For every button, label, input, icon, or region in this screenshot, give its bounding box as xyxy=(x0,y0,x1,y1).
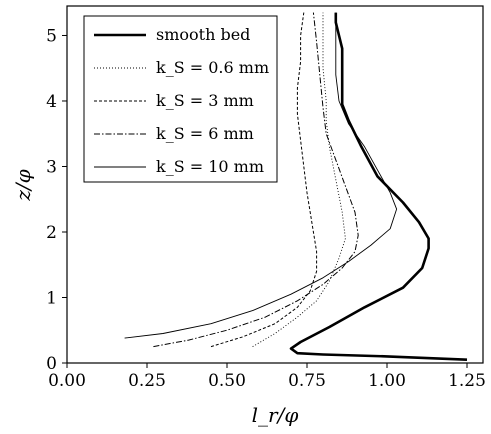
legend-label-1: k_S = 0.6 mm xyxy=(156,58,269,77)
series-line-1 xyxy=(252,12,346,347)
x-tick-label: 0.50 xyxy=(208,371,246,391)
x-tick-label: 1.00 xyxy=(368,371,406,391)
y-tick-label: 0 xyxy=(46,354,57,374)
series-layer xyxy=(124,12,468,361)
y-tick-label: 4 xyxy=(46,92,57,112)
x-ticks: 0.00 0.25 0.50 0.75 1.00 1.25 xyxy=(48,363,486,391)
legend-items: smooth bed k_S = 0.6 mm k_S = 3 mm k_S = 6 … xyxy=(94,25,269,176)
legend-box xyxy=(83,15,278,183)
x-tick-label: 1.25 xyxy=(448,371,486,391)
series-line-0 xyxy=(289,12,468,361)
y-tick-label: 1 xyxy=(46,288,57,308)
legend-label-2: k_S = 3 mm xyxy=(156,91,254,110)
series-line-2 xyxy=(210,12,318,348)
y-tick-label: 3 xyxy=(46,157,57,177)
series-line-3 xyxy=(153,12,359,348)
legend-label-0: smooth bed xyxy=(156,25,250,44)
series-line-4 xyxy=(124,12,398,339)
y-tick-label: 5 xyxy=(46,26,57,46)
x-tick-label: 0.25 xyxy=(128,371,166,391)
plot-frame xyxy=(66,5,484,364)
y-tick-label: 2 xyxy=(46,223,57,243)
legend-label-3: k_S = 6 mm xyxy=(156,124,254,143)
x-tick-label: 0.00 xyxy=(48,371,86,391)
x-tick-label: 0.75 xyxy=(288,371,326,391)
y-ticks: 0 1 2 3 4 5 xyxy=(46,26,67,374)
y-axis-label: z/φ xyxy=(11,169,35,201)
legend: smooth bed k_S = 0.6 mm k_S = 3 mm k_S = 6 … xyxy=(83,15,278,183)
legend-label-4: k_S = 10 mm xyxy=(156,157,264,176)
x-axis-label: l_r/φ xyxy=(252,403,299,427)
